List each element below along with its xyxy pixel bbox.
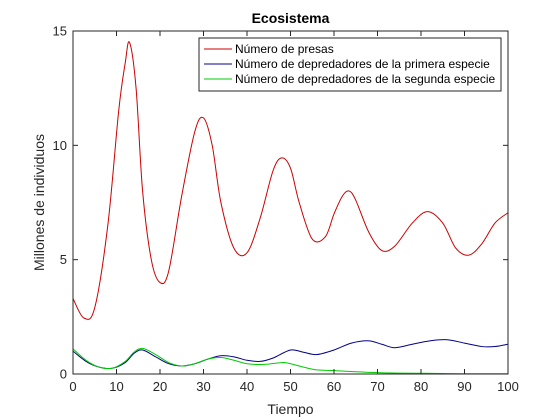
x-tick-label: 100 bbox=[497, 379, 519, 394]
x-tick-label: 90 bbox=[457, 379, 471, 394]
series-layer bbox=[72, 41, 509, 375]
chart-title: Ecosistema bbox=[252, 10, 330, 26]
x-tick-label: 20 bbox=[153, 379, 167, 394]
y-tick-label: 10 bbox=[53, 138, 67, 153]
y-tick-label: 0 bbox=[60, 367, 67, 382]
y-tick-label: 15 bbox=[53, 24, 67, 39]
series-line-1 bbox=[72, 41, 509, 320]
x-tick-label: 80 bbox=[414, 379, 428, 394]
x-tick-label: 10 bbox=[109, 379, 123, 394]
y-axis-title: Millones de individuos bbox=[31, 134, 47, 271]
legend-label-3: Número de depredadores de la segunda esp… bbox=[235, 72, 496, 86]
series-line-3 bbox=[72, 347, 508, 375]
x-tick-label: 30 bbox=[196, 379, 210, 394]
x-tick-label: 50 bbox=[283, 379, 297, 394]
y-tick-label: 5 bbox=[60, 252, 67, 267]
series-line-2 bbox=[72, 339, 509, 370]
x-tick-label: 60 bbox=[327, 379, 341, 394]
ticks-layer: 0 10 20 30 40 50 60 70 80 90 100 0 5 10 15 bbox=[53, 24, 519, 395]
x-tick-label: 40 bbox=[240, 379, 254, 394]
legend-box bbox=[198, 37, 502, 92]
legend-label-2: Número de depredadores de la primera esp… bbox=[235, 57, 490, 71]
x-tick-label: 0 bbox=[69, 379, 76, 394]
legend-label-1: Número de presas bbox=[235, 42, 334, 56]
x-axis-title: Tiempo bbox=[267, 401, 313, 417]
x-tick-label: 70 bbox=[370, 379, 384, 394]
